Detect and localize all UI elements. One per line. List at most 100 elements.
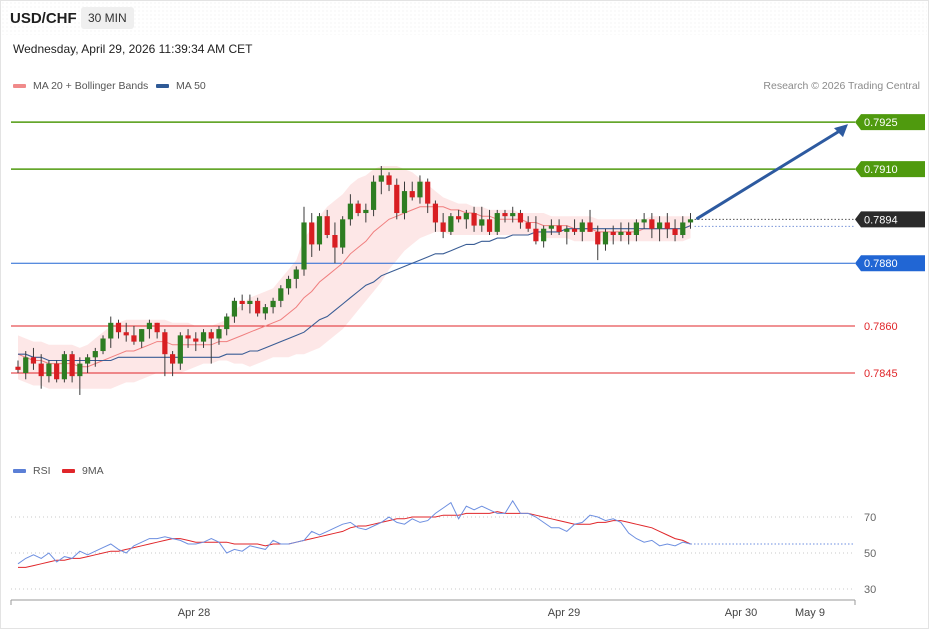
candle (239, 294, 245, 311)
level-label: 0.7845 (864, 368, 898, 380)
legend-ma50[interactable]: MA 50 (156, 80, 206, 92)
rsi-tick-label: 30 (864, 584, 876, 596)
level-badge (855, 211, 925, 228)
candle (46, 360, 52, 383)
candle-body (123, 332, 129, 336)
candle (123, 322, 129, 342)
candle (595, 225, 601, 261)
candle-body (370, 181, 377, 210)
projection-arrowhead (834, 124, 848, 138)
candle (579, 219, 585, 242)
candle (626, 222, 632, 245)
candle (440, 213, 446, 239)
legend-rsi-ma[interactable]: 9MA (62, 465, 104, 477)
candle-body (146, 322, 153, 330)
level-badge (855, 255, 925, 272)
candle (641, 213, 647, 229)
candle-body (479, 219, 485, 226)
candle-body (448, 216, 454, 232)
legend-ma20-bb[interactable]: MA 20 + Bollinger Bands (13, 80, 148, 92)
rsi-tick-label: 50 (864, 548, 876, 560)
timeframe-button[interactable]: 30 MIN (81, 7, 134, 29)
candle-body (541, 228, 547, 242)
candle-body (69, 354, 75, 377)
rsi-line (17, 499, 691, 565)
candle-body (378, 175, 384, 182)
candle-body (108, 322, 114, 339)
candle-body (610, 231, 616, 235)
candle (618, 222, 624, 242)
candle-body (154, 322, 160, 333)
candle (185, 329, 191, 348)
candle (533, 216, 539, 245)
candle-body (200, 332, 207, 342)
candle-body (23, 357, 29, 373)
candle-body (656, 222, 663, 229)
candle-body (548, 225, 554, 229)
candle (309, 213, 315, 257)
candle-body (463, 213, 469, 220)
legend-rsi-ma-label: 9MA (82, 465, 104, 477)
level-tag-0.7894: 0.7894 (855, 211, 925, 228)
candle (479, 206, 485, 232)
candle (494, 209, 500, 235)
candle (571, 219, 578, 235)
legend-rsi[interactable]: RSI (13, 465, 51, 477)
candle (370, 175, 377, 217)
candle (316, 213, 323, 251)
legend-rsi-swatch (13, 469, 26, 473)
candles-group (15, 166, 694, 395)
candle (633, 219, 639, 242)
candle-body (355, 203, 361, 214)
candle (23, 351, 29, 380)
candle-body (84, 357, 91, 364)
x-tick-label: Apr 30 (725, 607, 757, 619)
candle (324, 209, 330, 239)
candle (517, 209, 524, 229)
candle-body (494, 213, 500, 232)
candle (610, 225, 616, 245)
candle-body (15, 366, 21, 370)
candle (417, 175, 423, 204)
level-tag-0.7925: 0.7925 (855, 114, 925, 131)
level-tag-0.7910: 0.7910 (855, 161, 925, 178)
rsi-tick-label: 70 (864, 512, 876, 524)
level-label: 0.7860 (864, 321, 898, 333)
candle (177, 332, 183, 370)
candle (401, 181, 408, 220)
candle (541, 225, 547, 248)
candle-body (618, 231, 624, 235)
candle (471, 206, 477, 232)
x-tick-label: Apr 28 (178, 607, 210, 619)
candle-body (486, 219, 493, 232)
candle (347, 194, 353, 226)
candle-body (409, 191, 415, 198)
legend-rsi-ma-swatch (62, 469, 75, 473)
candle-body (247, 300, 253, 304)
candle-body (595, 231, 601, 245)
candle (193, 332, 199, 352)
candle-body (456, 216, 462, 220)
candle (432, 200, 439, 232)
candle-body (262, 307, 268, 314)
candle (54, 360, 60, 383)
candle-body (564, 228, 570, 232)
candle-body (579, 222, 585, 232)
candle (247, 294, 253, 314)
candle-body (432, 203, 439, 223)
candle-body (54, 363, 60, 380)
candle-body (270, 300, 276, 308)
candle-body (61, 354, 67, 380)
legend-ma50-swatch (156, 84, 169, 88)
candle (502, 209, 508, 223)
candle-body (626, 231, 632, 235)
candle-body (672, 228, 678, 235)
x-tick-label: Apr 29 (548, 607, 580, 619)
candle (270, 297, 276, 314)
candle-body (517, 213, 524, 223)
candle (548, 219, 554, 235)
candle-body (510, 213, 516, 217)
candle (170, 351, 176, 377)
